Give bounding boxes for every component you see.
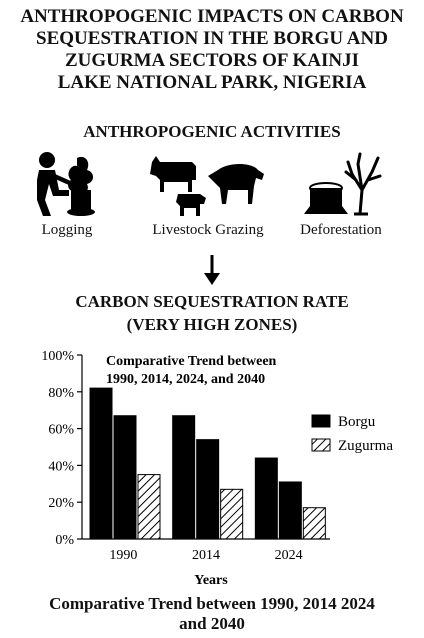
bar-zugurma <box>220 488 244 540</box>
x-axis: 1990 2014 2024 <box>82 538 330 563</box>
y-tick-label: 80% <box>48 386 74 401</box>
activities-heading: ANTHROPOGENIC ACTIVITIES <box>83 122 341 141</box>
legend-swatch <box>311 438 331 452</box>
caption-line: Comparative Trend between 1990, 2014 202… <box>49 594 375 613</box>
title-line: ZUGURMA SECTORS OF KAINJI <box>64 50 360 71</box>
bar-borgu <box>113 415 137 540</box>
rate-heading-line2: (VERY HIGH ZONES) <box>126 315 298 334</box>
y-tick-label: 20% <box>48 496 74 511</box>
y-tick-label: 0% <box>55 533 74 548</box>
y-tick-label: 40% <box>48 459 74 474</box>
activity-livestock-grazing: Livestock Grazing <box>140 150 276 239</box>
title-line: SEQUESTRATION IN THE BORGU AND <box>36 28 388 49</box>
bars <box>89 387 326 540</box>
bar-borgu <box>254 457 278 540</box>
y-tick-label: 100% <box>41 349 74 364</box>
activity-logging: Logging <box>12 150 122 239</box>
rate-heading-line1: CARBON SEQUESTRATION RATE <box>75 292 349 311</box>
x-tick-label: 2014 <box>192 548 220 563</box>
activity-label: Logging <box>41 222 93 238</box>
deforestation-icon <box>304 152 382 216</box>
activity-label: Livestock Grazing <box>152 222 264 238</box>
bar-borgu <box>196 439 220 540</box>
y-tick-label: 60% <box>48 423 74 438</box>
y-axis: 0% 20% 40% 60% 80% 100% <box>41 349 83 548</box>
chart-title-line: 1990, 2014, 2024, and 2040 <box>106 372 265 387</box>
x-tick-label: 2024 <box>275 548 303 563</box>
chart-title-line: Comparative Trend between <box>106 354 277 369</box>
x-tick-label: 1990 <box>109 548 137 563</box>
title-line: ANTHROPOGENIC IMPACTS ON CARBON <box>20 6 404 27</box>
legend-label: Zugurma <box>338 438 393 454</box>
bar-borgu <box>278 481 302 540</box>
legend-label: Borgu <box>338 414 376 430</box>
bar-borgu <box>172 415 196 540</box>
livestock-icon <box>150 156 264 216</box>
caption-line: and 2040 <box>179 614 245 633</box>
logging-icon <box>37 152 95 216</box>
bar-zugurma <box>137 474 161 540</box>
activity-deforestation: Deforestation <box>286 150 396 239</box>
page-title: ANTHROPOGENIC IMPACTS ON CARBON SEQUESTR… <box>0 6 424 94</box>
legend-swatch <box>311 414 331 428</box>
bar-zugurma <box>302 507 326 540</box>
title-line: LAKE NATIONAL PARK, NIGERIA <box>57 72 367 93</box>
activity-label: Deforestation <box>300 222 382 238</box>
carbon-sequestration-chart: 0% 20% 40% 60% 80% 100% 1990 2014 2024 Comparat… <box>41 349 393 588</box>
x-axis-label: Years <box>194 573 228 588</box>
bar-borgu <box>89 387 113 540</box>
down-arrow-icon <box>204 255 220 285</box>
legend: Borgu Zugurma <box>311 414 393 454</box>
figure-caption: Comparative Trend between 1990, 2014 202… <box>0 594 424 634</box>
